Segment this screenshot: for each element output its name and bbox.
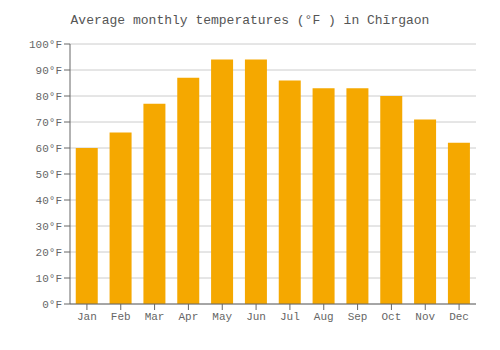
svg-text:30°F: 30°F	[36, 221, 62, 233]
svg-text:Feb: Feb	[111, 311, 131, 323]
svg-text:Aug: Aug	[314, 311, 334, 323]
svg-text:80°F: 80°F	[36, 91, 62, 103]
svg-text:May: May	[212, 311, 232, 323]
svg-text:Jun: Jun	[246, 311, 266, 323]
svg-text:50°F: 50°F	[36, 169, 62, 181]
svg-text:Apr: Apr	[179, 311, 199, 323]
svg-text:Jan: Jan	[77, 311, 97, 323]
svg-text:40°F: 40°F	[36, 195, 62, 207]
html-text:Average monthly temperatures (: Average monthly temperatures (°F ) in Ch…	[70, 13, 430, 28]
svg-text:Oct: Oct	[382, 311, 402, 323]
svg-text:Dec: Dec	[449, 311, 469, 323]
svg-text:Mar: Mar	[145, 311, 165, 323]
svg-text:60°F: 60°F	[36, 143, 62, 155]
svg-text:0°F: 0°F	[42, 299, 62, 311]
svg-text:100°F: 100°F	[29, 39, 62, 51]
svg-text:Sep: Sep	[348, 311, 368, 323]
svg-text:90°F: 90°F	[36, 65, 62, 77]
svg-text:Jul: Jul	[280, 311, 300, 323]
svg-text:Nov: Nov	[415, 311, 435, 323]
svg-text:20°F: 20°F	[36, 247, 62, 259]
svg-text:70°F: 70°F	[36, 117, 62, 129]
svg-text:10°F: 10°F	[36, 273, 62, 285]
